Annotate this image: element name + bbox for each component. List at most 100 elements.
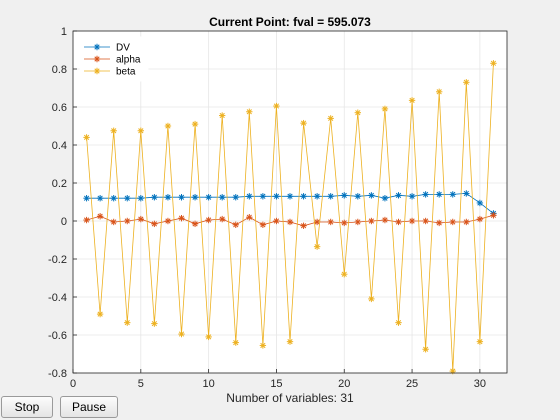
data-point-DV [273, 193, 279, 199]
stop-button[interactable]: Stop [1, 396, 53, 418]
data-point-beta [260, 342, 266, 348]
data-point-alpha [124, 218, 130, 224]
data-point-DV [205, 194, 211, 200]
x-tick-label: 15 [270, 378, 282, 390]
x-tick-label: 25 [406, 378, 418, 390]
data-point-DV [165, 194, 171, 200]
data-point-beta [178, 331, 184, 337]
data-point-beta [219, 112, 225, 118]
y-tick-label: -0.4 [48, 292, 67, 304]
data-point-DV [409, 193, 415, 199]
data-point-DV [151, 194, 157, 200]
data-point-alpha [341, 220, 347, 226]
x-axis-label: Number of variables: 31 [226, 391, 354, 405]
data-point-alpha [477, 216, 483, 222]
data-point-DV [192, 194, 198, 200]
data-point-alpha [110, 219, 116, 225]
data-point-alpha [246, 214, 252, 220]
y-tick-label: 0.8 [52, 64, 67, 76]
data-point-alpha [138, 216, 144, 222]
data-point-DV [287, 193, 293, 199]
data-point-DV [327, 193, 333, 199]
legend-label-beta: beta [116, 67, 136, 78]
y-tick-label: -0.6 [48, 330, 67, 342]
data-point-alpha [368, 218, 374, 224]
data-point-alpha [355, 219, 361, 225]
data-point-DV [395, 192, 401, 198]
data-point-beta [463, 79, 469, 85]
data-point-beta [165, 123, 171, 129]
data-point-alpha [450, 219, 456, 225]
data-point-DV [463, 190, 469, 196]
data-point-alpha [395, 219, 401, 225]
data-point-alpha [83, 217, 89, 223]
data-point-DV [450, 191, 456, 197]
data-point-beta [97, 311, 103, 317]
data-point-beta [287, 338, 293, 344]
data-point-alpha [490, 212, 496, 218]
data-point-DV [124, 195, 130, 201]
data-point-beta [233, 339, 239, 345]
legend-marker-beta [94, 68, 100, 74]
y-tick-label: -0.8 [48, 368, 67, 380]
legend-marker-DV [94, 44, 100, 50]
data-point-beta [124, 319, 130, 325]
data-point-alpha [463, 219, 469, 225]
data-point-beta [273, 103, 279, 109]
data-point-beta [382, 106, 388, 112]
data-point-beta [355, 110, 361, 116]
data-point-DV [97, 195, 103, 201]
x-tick-label: 20 [338, 378, 350, 390]
data-point-DV [422, 191, 428, 197]
data-point-beta [409, 97, 415, 103]
data-point-beta [83, 134, 89, 140]
x-tick-label: 10 [203, 378, 215, 390]
data-point-beta [368, 296, 374, 302]
data-point-beta [395, 319, 401, 325]
data-point-alpha [97, 213, 103, 219]
data-point-alpha [219, 216, 225, 222]
y-tick-label: 0 [61, 216, 67, 228]
y-tick-label: 0.2 [52, 178, 67, 190]
data-point-beta [192, 121, 198, 127]
data-point-alpha [382, 217, 388, 223]
data-point-beta [110, 128, 116, 134]
x-tick-label: 30 [474, 378, 486, 390]
data-point-beta [151, 320, 157, 326]
data-point-alpha [205, 217, 211, 223]
data-point-DV [300, 193, 306, 199]
x-tick-label: 0 [70, 378, 76, 390]
data-point-alpha [327, 219, 333, 225]
data-point-alpha [192, 221, 198, 227]
data-point-DV [436, 191, 442, 197]
data-point-alpha [233, 222, 239, 228]
data-point-DV [110, 195, 116, 201]
data-point-DV [355, 193, 361, 199]
chart-title: Current Point: fval = 595.073 [209, 15, 371, 29]
data-point-beta [246, 109, 252, 115]
legend-marker-alpha [94, 56, 100, 62]
y-tick-label: 0.4 [52, 140, 67, 152]
y-tick-label: -0.2 [48, 254, 67, 266]
data-point-alpha [151, 221, 157, 227]
data-point-DV [382, 195, 388, 201]
data-point-alpha [273, 218, 279, 224]
data-point-DV [219, 194, 225, 200]
data-point-alpha [436, 220, 442, 226]
legend-label-alpha: alpha [116, 55, 141, 66]
data-point-beta [436, 89, 442, 95]
data-point-DV [246, 193, 252, 199]
plot-area [73, 31, 507, 373]
data-point-beta [300, 120, 306, 126]
data-point-beta [490, 60, 496, 66]
data-point-beta [477, 338, 483, 344]
data-point-DV [83, 195, 89, 201]
pause-button[interactable]: Pause [60, 396, 118, 418]
data-point-DV [138, 195, 144, 201]
data-point-DV [314, 193, 320, 199]
data-point-beta [205, 334, 211, 340]
data-point-DV [368, 192, 374, 198]
data-point-beta [341, 271, 347, 277]
